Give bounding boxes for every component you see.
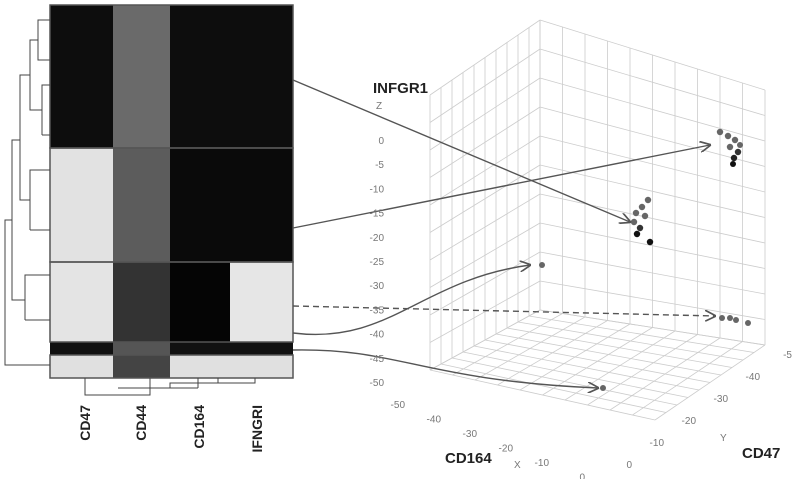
- x-axis-letter: X: [514, 460, 521, 471]
- grid-line: [539, 251, 766, 295]
- heatmap: [4, 4, 294, 396]
- z-tick-label: -40: [370, 330, 385, 341]
- z-tick-label: -20: [370, 233, 385, 244]
- grid-line: [429, 193, 541, 261]
- y-tick-label: -30: [714, 394, 729, 405]
- grid-line: [539, 222, 766, 269]
- y-axis-title: CD47: [742, 445, 780, 462]
- grid-line: [564, 330, 676, 401]
- grid-line: [495, 333, 722, 376]
- x-tick-label: -30: [463, 429, 478, 440]
- grid-line: [539, 309, 766, 346]
- points: [539, 128, 751, 391]
- column-label: CD44: [133, 405, 149, 441]
- x-tick-label: -50: [391, 400, 406, 411]
- grid-line: [542, 327, 653, 396]
- grid-line: [528, 315, 755, 353]
- y-axis-letter: Y: [720, 433, 727, 444]
- grid-line: [609, 337, 721, 411]
- y-tick-label: -10: [650, 438, 665, 449]
- grid-line: [654, 344, 766, 421]
- grid-line: [539, 280, 766, 320]
- z-tick-label: -5: [375, 160, 384, 171]
- column-label: IFNGRI: [249, 405, 265, 452]
- column-label: CD164: [191, 405, 207, 449]
- z-tick-label: -25: [370, 257, 385, 268]
- grid-line: [429, 280, 541, 343]
- grid-line: [517, 321, 744, 361]
- x-tick-label: -10: [535, 458, 550, 469]
- x-tick-label: -40: [427, 415, 442, 426]
- z-tick-label: 0: [378, 136, 384, 147]
- z-tick-label: -10: [370, 184, 385, 195]
- x-tick-label: 0: [579, 473, 585, 479]
- grid-line: [539, 193, 766, 244]
- grid-line: [539, 164, 766, 218]
- y-tick-label: -20: [682, 416, 697, 427]
- z-tick-label: -15: [370, 209, 385, 220]
- z-tick-label: -45: [370, 354, 385, 365]
- column-label: CD47: [77, 405, 93, 441]
- arrows: [292, 79, 715, 388]
- grid-line: [632, 341, 743, 416]
- grid-line: [506, 327, 733, 368]
- x-axis-title: CD164: [445, 450, 492, 467]
- z-tick-label: -30: [370, 281, 385, 292]
- y-tick-label: -5: [783, 350, 792, 361]
- y-tick-label: 0: [626, 460, 632, 471]
- grid-line: [429, 309, 541, 371]
- grid-line: [587, 334, 698, 406]
- x-tick-label: -20: [499, 444, 514, 455]
- z-axis-letter: Z: [376, 101, 382, 112]
- z-tick-label: -35: [370, 305, 385, 316]
- plot-grid: [429, 19, 766, 421]
- grid-line: [429, 222, 541, 288]
- z-tick-label: -50: [370, 378, 385, 389]
- annotation: INFGR1: [373, 80, 428, 97]
- y-tick-label: -40: [746, 372, 761, 383]
